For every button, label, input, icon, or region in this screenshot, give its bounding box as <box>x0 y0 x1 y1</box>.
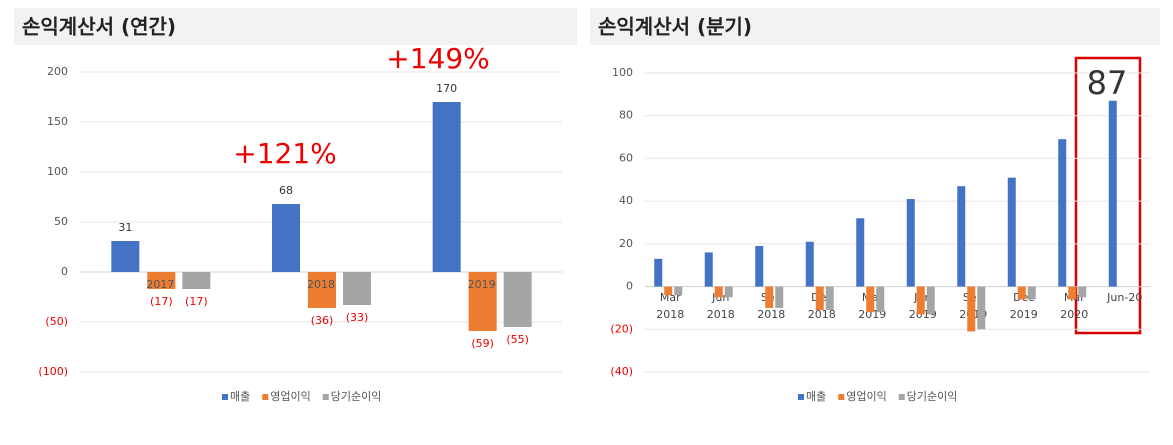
annotation: 87 <box>1087 64 1128 102</box>
bar <box>1058 139 1067 287</box>
y-tick-label: 100 <box>47 165 68 178</box>
bar <box>468 272 497 331</box>
bar <box>906 199 915 287</box>
header-bar <box>14 8 577 45</box>
bar <box>805 241 814 287</box>
bar <box>856 218 865 287</box>
legend-swatch <box>322 394 329 400</box>
bar <box>724 286 733 298</box>
chart-title: 손익계산서 (연간) <box>22 15 176 39</box>
bar <box>111 241 140 272</box>
bar <box>147 272 176 289</box>
bar <box>866 286 875 313</box>
bar <box>654 258 663 287</box>
bar <box>1068 286 1077 300</box>
y-tick-label: 0 <box>626 280 633 293</box>
bar <box>674 286 683 296</box>
bar <box>272 204 300 272</box>
data-label: (17) <box>185 295 208 308</box>
legend-swatch <box>222 394 228 400</box>
data-label: (17) <box>150 295 173 308</box>
y-tick-label: 200 <box>47 65 68 78</box>
y-tick-label: 60 <box>619 151 633 164</box>
highlight-box <box>1074 56 1142 335</box>
bar <box>343 272 371 305</box>
y-tick-label: 50 <box>54 215 68 228</box>
bar <box>967 286 976 332</box>
bar <box>182 272 211 289</box>
bar <box>926 286 935 315</box>
y-tick-label: (50) <box>45 315 68 328</box>
bar <box>308 272 336 308</box>
annotation: +149% <box>386 42 490 75</box>
legend-label: 매출 <box>806 390 826 403</box>
y-tick-label: 100 <box>612 66 633 79</box>
legend-label: 당기순이익 <box>331 390 382 403</box>
bar <box>1108 100 1117 287</box>
x-tick-label: Mar 2018 <box>656 291 684 321</box>
legend-label: 영업이익 <box>270 390 310 403</box>
y-tick-label: (100) <box>38 365 68 378</box>
legend-swatch <box>838 394 845 400</box>
y-tick-label: 0 <box>61 265 68 278</box>
legend-label: 영업이익 <box>846 390 886 403</box>
bar <box>815 286 824 311</box>
y-tick-label: 150 <box>47 115 68 128</box>
bar <box>765 286 774 308</box>
legend-swatch <box>898 394 905 400</box>
x-tick-label: 2019 <box>468 278 496 291</box>
y-tick-label: (20) <box>610 322 633 335</box>
data-label: (55) <box>506 333 529 346</box>
legend-swatch <box>262 394 269 400</box>
bar <box>916 286 925 315</box>
x-tick-label: 2018 <box>307 278 335 291</box>
chart-title: 손익계산서 (분기) <box>598 15 752 39</box>
legend-label: 매출 <box>230 390 250 403</box>
legend-swatch <box>798 394 804 400</box>
bar <box>1017 286 1026 300</box>
bar <box>876 286 885 313</box>
data-label: (33) <box>346 311 369 324</box>
x-tick-label: 2017 <box>146 278 174 291</box>
bar <box>503 272 532 327</box>
bar <box>432 102 461 272</box>
x-tick-label: Jun-20 <box>1106 291 1142 304</box>
data-label: 31 <box>118 221 132 234</box>
bar <box>1007 177 1016 287</box>
y-tick-label: 80 <box>619 109 633 122</box>
bar <box>825 286 834 311</box>
bar <box>714 286 723 298</box>
data-label: (36) <box>311 314 334 327</box>
bar <box>775 286 784 308</box>
data-label: 170 <box>436 82 457 95</box>
bar <box>664 286 673 296</box>
data-label: 68 <box>279 184 293 197</box>
bar <box>1078 286 1087 298</box>
bar <box>977 286 986 330</box>
bar <box>755 245 764 287</box>
annotation: +121% <box>233 137 337 170</box>
y-tick-label: 20 <box>619 237 633 250</box>
bar <box>957 186 966 287</box>
y-tick-label: (40) <box>610 365 633 378</box>
bar <box>1027 286 1036 300</box>
data-label: (59) <box>471 337 494 350</box>
header-bar <box>590 8 1160 45</box>
bar <box>704 252 713 287</box>
y-tick-label: 40 <box>619 194 633 207</box>
legend-label: 당기순이익 <box>907 390 958 403</box>
